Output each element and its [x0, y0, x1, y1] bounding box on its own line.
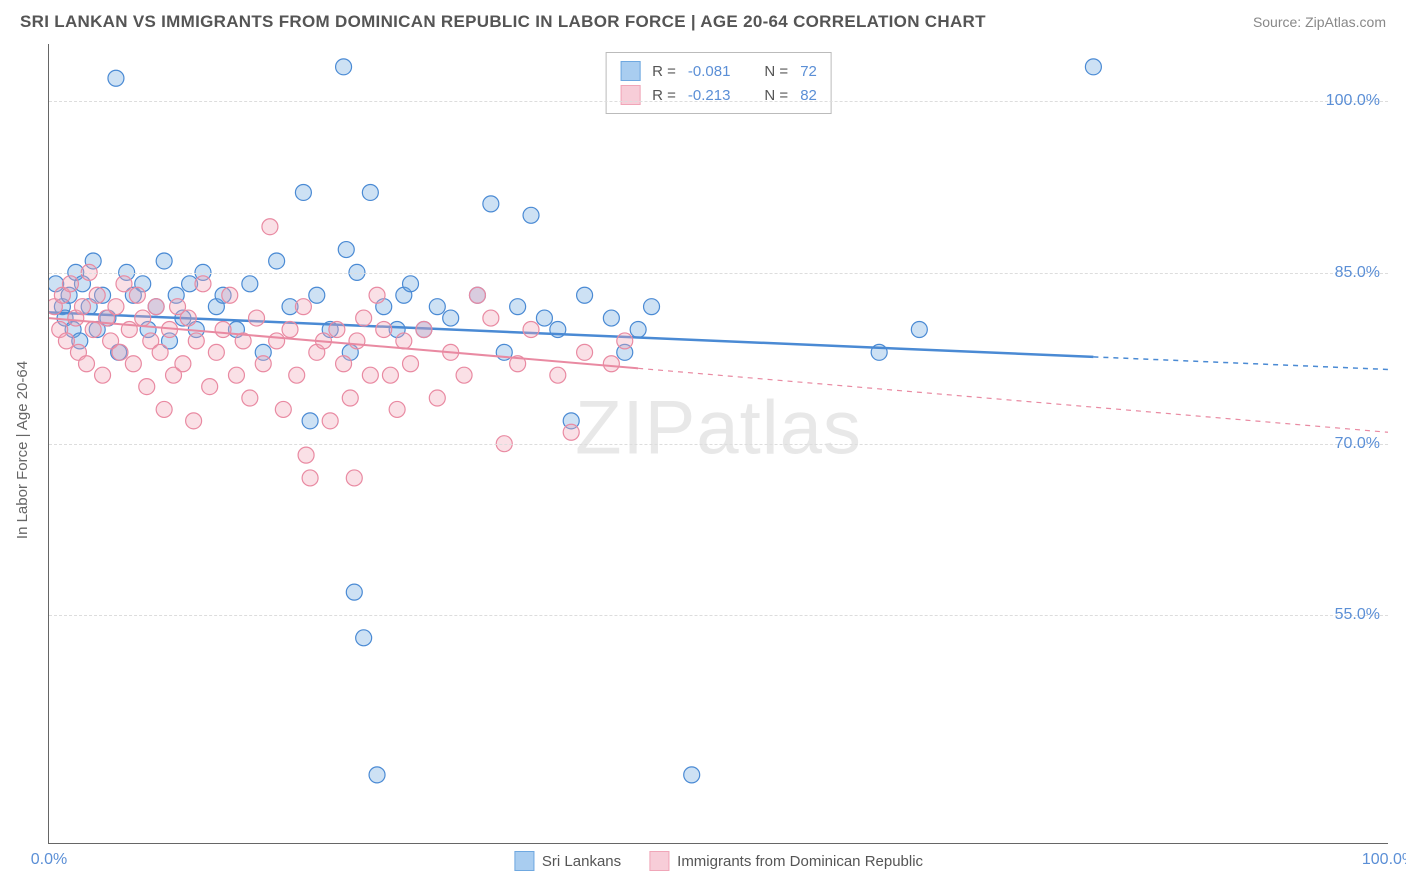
- y-tick-label: 100.0%: [1326, 92, 1380, 110]
- legend-r-label: R =: [652, 63, 676, 80]
- header: SRI LANKAN VS IMMIGRANTS FROM DOMINICAN …: [0, 0, 1406, 40]
- y-tick-label: 85.0%: [1335, 264, 1380, 282]
- chart-area: ZIPatlas R = -0.081 N = 72 R = -0.213 N …: [48, 44, 1388, 844]
- source-text: Source: ZipAtlas.com: [1253, 14, 1386, 30]
- legend-r-value: -0.081: [688, 63, 731, 80]
- y-tick-label: 55.0%: [1335, 606, 1380, 624]
- y-axis-label: In Labor Force | Age 20-64: [14, 361, 31, 539]
- legend-row: R = -0.213 N = 82: [620, 83, 817, 107]
- y-tick-label: 70.0%: [1335, 435, 1380, 453]
- legend-swatch-icon: [649, 851, 669, 871]
- legend-n-value: 72: [800, 63, 817, 80]
- legend-stats: R = -0.081 N = 72 R = -0.213 N = 82: [605, 52, 832, 114]
- legend-item: Immigrants from Dominican Republic: [649, 851, 923, 871]
- legend-item: Sri Lankans: [514, 851, 621, 871]
- legend-row: R = -0.081 N = 72: [620, 59, 817, 83]
- legend-n-label: N =: [764, 63, 788, 80]
- legend-series: Sri Lankans Immigrants from Dominican Re…: [514, 851, 923, 871]
- x-tick-label: 0.0%: [31, 851, 67, 869]
- legend-series-label: Immigrants from Dominican Republic: [677, 853, 923, 870]
- x-tick-label: 100.0%: [1362, 851, 1406, 869]
- legend-swatch-icon: [514, 851, 534, 871]
- legend-swatch-icon: [620, 61, 640, 81]
- page-title: SRI LANKAN VS IMMIGRANTS FROM DOMINICAN …: [20, 12, 986, 32]
- legend-series-label: Sri Lankans: [542, 853, 621, 870]
